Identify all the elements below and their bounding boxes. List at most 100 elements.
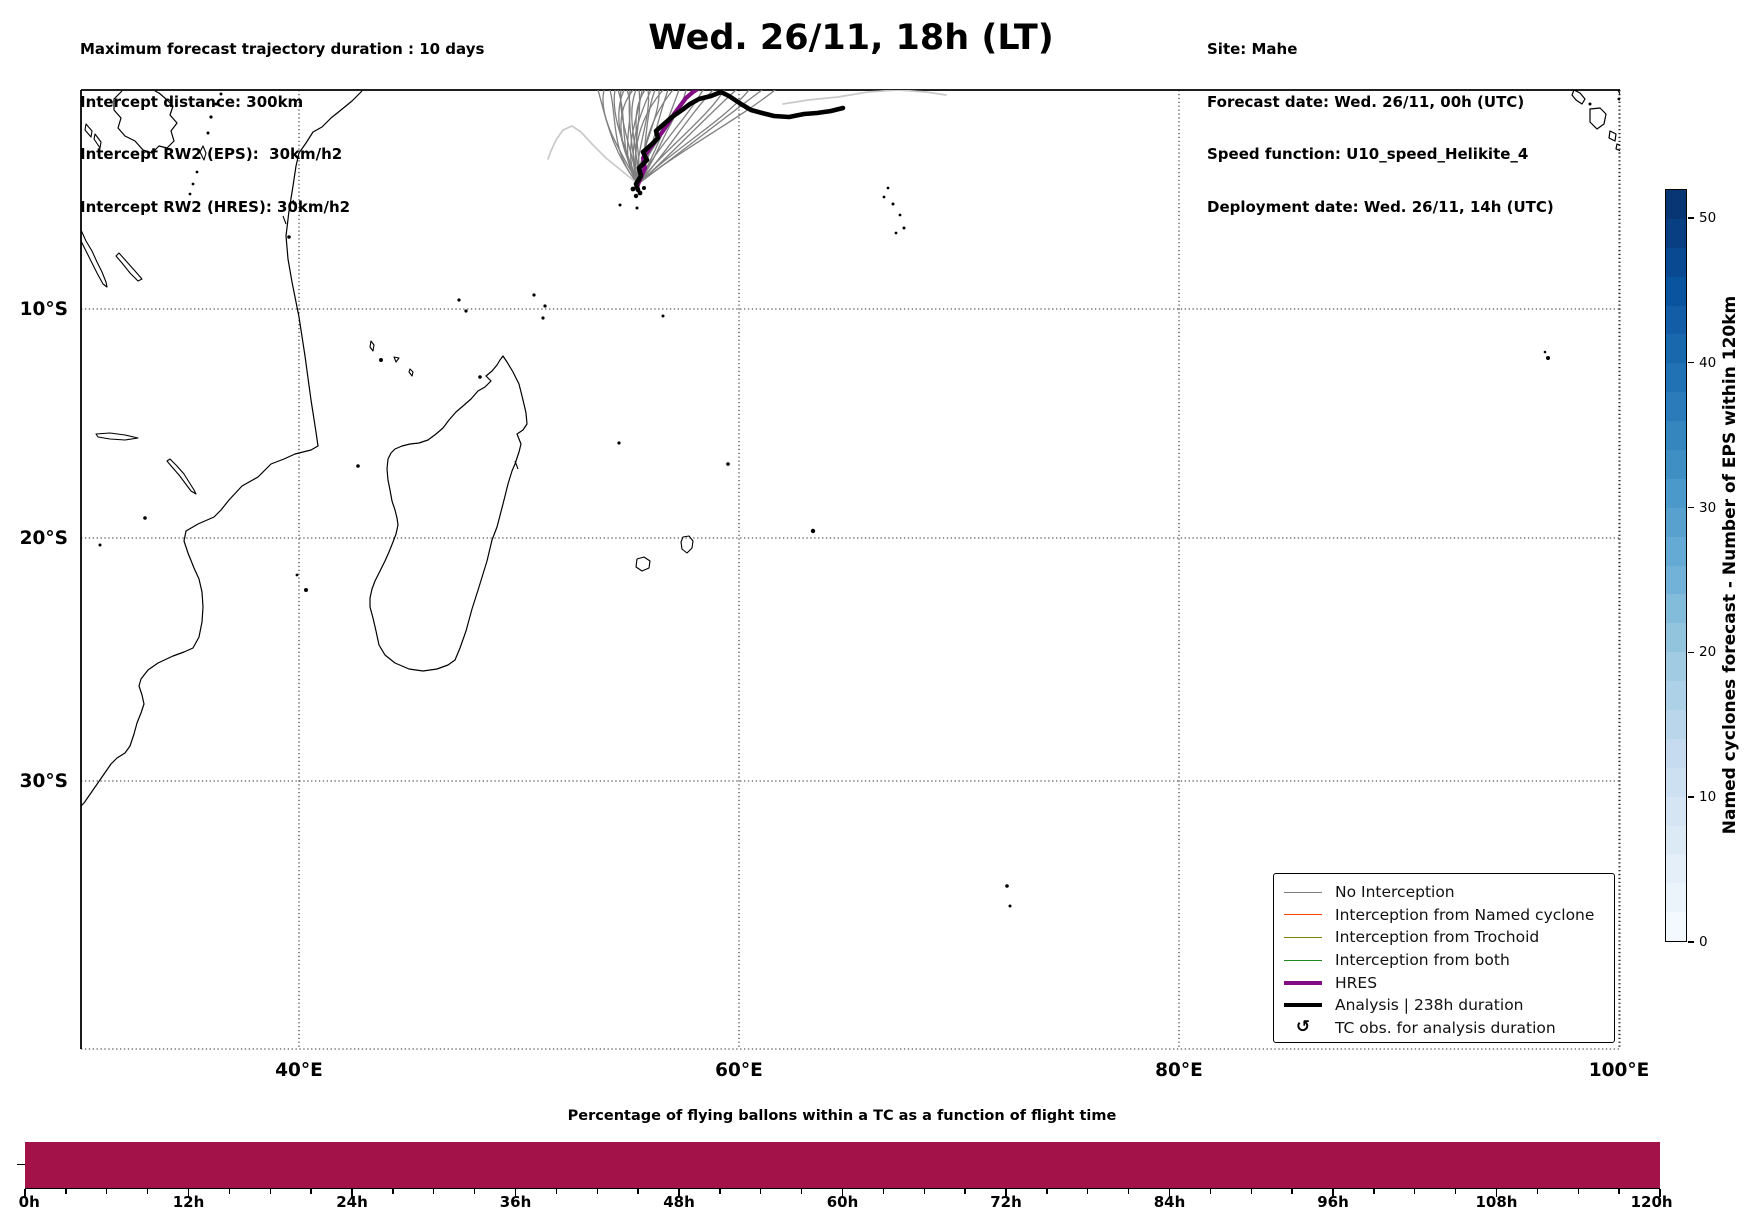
colorbar-tick-label: 40 xyxy=(1699,354,1717,371)
tc-obs-marker xyxy=(630,186,636,192)
legend-label: Interception from Named cyclone xyxy=(1335,905,1595,924)
flight-tick-label: 96h xyxy=(1317,1193,1349,1211)
legend-line-swatch xyxy=(1284,891,1322,893)
flight-minor-tick xyxy=(719,1189,721,1194)
flight-minor-tick xyxy=(800,1189,803,1194)
flight-tick-label: 24h xyxy=(336,1193,368,1211)
colorbar-tick xyxy=(1688,506,1694,509)
small-island xyxy=(457,298,461,302)
coastline xyxy=(1589,107,1607,130)
lon-tick-label: 40°E xyxy=(275,1060,323,1081)
small-island xyxy=(191,182,195,186)
small-island xyxy=(304,588,308,592)
faded-track xyxy=(782,90,947,105)
island-or-lake-outline xyxy=(635,556,651,572)
lat-tick-label: 20°S xyxy=(20,528,68,549)
legend-item: Interception from Named cyclone xyxy=(1284,904,1606,927)
legend-label: HRES xyxy=(1335,973,1378,992)
colorbar-step xyxy=(1666,594,1686,624)
flight-minor-tick xyxy=(1414,1189,1416,1194)
colorbar-step xyxy=(1666,363,1686,393)
small-island xyxy=(1008,904,1012,908)
island-or-lake-outline xyxy=(199,145,207,161)
flight-major-tick xyxy=(841,1189,844,1197)
colorbar-step xyxy=(1666,392,1686,422)
flight-minor-tick xyxy=(433,1189,435,1194)
small-island xyxy=(810,528,816,534)
colorbar-step xyxy=(1666,623,1686,653)
colorbar-step xyxy=(1666,334,1686,364)
flight-major-tick xyxy=(24,1189,26,1197)
colorbar-step xyxy=(1666,681,1686,711)
small-island xyxy=(532,293,536,297)
small-island xyxy=(295,573,299,577)
flight-tick-label: 72h xyxy=(990,1193,1022,1211)
flight-minor-tick xyxy=(310,1189,312,1194)
flight-major-tick xyxy=(514,1189,517,1197)
eps-member-track xyxy=(609,90,639,185)
colorbar-step xyxy=(1666,478,1686,508)
colorbar-step xyxy=(1666,507,1686,537)
small-island xyxy=(1005,884,1009,888)
flight-tick-label: 84h xyxy=(1153,1193,1186,1211)
legend-label: TC obs. for analysis duration xyxy=(1335,1018,1556,1037)
coastline xyxy=(369,355,528,672)
eps-member-track xyxy=(637,90,725,185)
page-title: Wed. 26/11, 18h (LT) xyxy=(648,18,1054,58)
eps-member-track xyxy=(637,90,750,185)
coastline xyxy=(1571,90,1586,105)
legend-label: Analysis | 238h duration xyxy=(1335,996,1524,1015)
island-or-lake-outline xyxy=(514,460,519,470)
colorbar-step xyxy=(1666,218,1686,248)
small-island xyxy=(464,309,468,313)
colorbar-step xyxy=(1666,276,1686,306)
lat-tick-label: 30°S xyxy=(20,771,68,792)
flight-tick-label: 12h xyxy=(172,1193,205,1211)
flight-x-axis xyxy=(25,1188,1660,1190)
coastline xyxy=(1608,130,1617,142)
small-island xyxy=(478,375,482,379)
legend-item: Interception from both xyxy=(1284,949,1606,972)
flight-minor-tick xyxy=(269,1189,271,1194)
flight-minor-tick xyxy=(1536,1189,1539,1194)
flight-minor-tick xyxy=(106,1189,108,1194)
island-or-lake-outline xyxy=(166,458,197,495)
flight-tick-label: 0h xyxy=(18,1193,40,1211)
eps-member-track xyxy=(634,90,664,185)
flight-minor-tick xyxy=(1209,1189,1212,1194)
flight-minor-tick xyxy=(1618,1189,1620,1194)
colorbar-step xyxy=(1666,450,1686,479)
lon-tick-label: 100°E xyxy=(1589,1060,1650,1081)
lon-tick-label: 60°E xyxy=(715,1060,763,1081)
small-island xyxy=(195,170,199,174)
small-island xyxy=(356,464,360,468)
flight-major-tick xyxy=(187,1189,190,1197)
forecast-settings-block: Maximum forecast trajectory duration : 1… xyxy=(80,6,484,251)
analysis-track xyxy=(633,90,846,193)
flight-tick-label: 60h xyxy=(826,1193,859,1211)
colorbar-tick xyxy=(1688,217,1694,219)
flight-minor-tick xyxy=(1250,1189,1252,1194)
small-island xyxy=(74,936,78,940)
eps-member-track xyxy=(636,90,650,185)
island-or-lake-outline xyxy=(680,535,694,554)
flight-minor-tick xyxy=(473,1189,476,1194)
small-island xyxy=(541,316,545,320)
lon-tick-label: 80°E xyxy=(1155,1060,1203,1081)
island-or-lake-outline xyxy=(115,252,143,282)
small-island xyxy=(891,202,895,206)
eps-member-track xyxy=(637,90,776,185)
small-island xyxy=(1588,102,1592,106)
colorbar-tick xyxy=(1688,796,1694,798)
settings-line: Maximum forecast trajectory duration : 1… xyxy=(80,40,485,58)
small-island xyxy=(726,462,730,466)
colorbar-tick xyxy=(1688,651,1694,654)
small-island xyxy=(635,206,639,210)
small-island xyxy=(1546,356,1550,360)
flight-minor-tick xyxy=(1127,1189,1130,1194)
island-or-lake-outline xyxy=(369,340,375,352)
small-island xyxy=(661,314,665,318)
small-island xyxy=(214,102,218,106)
